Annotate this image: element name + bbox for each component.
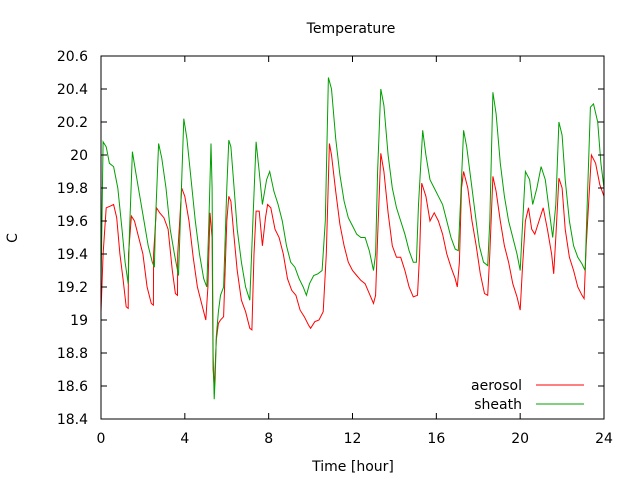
x-axis-label: Time [hour] — [311, 459, 394, 475]
plot-frame — [100, 55, 605, 420]
y-tick-label: 20.2 — [57, 115, 88, 131]
y-tick-label: 19.2 — [57, 280, 88, 296]
y-tick-label: 18.6 — [57, 379, 88, 395]
y-axis-label: C — [5, 233, 21, 243]
tick-group: 0 4 8 12 16 20 24 18.4 18.6 18.8 19 19.2 19.4 19.6 19.… — [57, 49, 613, 447]
y-tick-label: 19.6 — [57, 214, 88, 230]
legend-label-sheath: sheath — [474, 397, 522, 413]
y-tick-label: 20.4 — [57, 82, 88, 98]
x-tick-label: 12 — [344, 431, 362, 447]
y-tick-label: 20 — [70, 148, 88, 164]
y-tick-label: 19 — [70, 313, 88, 329]
x-tick-label: 20 — [511, 431, 529, 447]
x-tick-label: 4 — [180, 431, 189, 447]
y-tick-label: 18.4 — [57, 412, 88, 428]
series-line-sheath — [100, 77, 605, 400]
legend: aerosol sheath — [471, 378, 584, 413]
x-tick-label: 0 — [97, 431, 106, 447]
y-tick-label: 19.8 — [57, 181, 88, 197]
y-tick-label: 20.6 — [57, 49, 88, 65]
x-tick-label: 8 — [264, 431, 273, 447]
series-line-aerosol — [100, 143, 605, 387]
x-tick-label: 24 — [595, 431, 613, 447]
x-tick-label: 16 — [427, 431, 445, 447]
chart-title: Temperature — [306, 21, 396, 37]
series-group — [100, 77, 605, 400]
y-tick-label: 19.4 — [57, 247, 88, 263]
y-tick-label: 18.8 — [57, 346, 88, 362]
legend-label-aerosol: aerosol — [471, 378, 522, 394]
